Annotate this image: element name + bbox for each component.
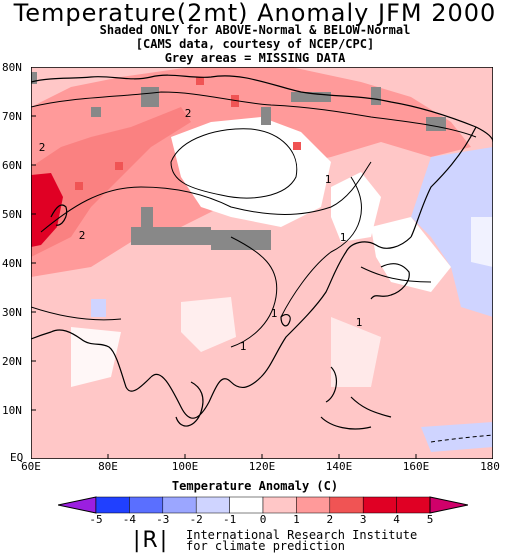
anomaly-map: 2 2 2 1 1 1 1 1 [31, 67, 493, 459]
lon-label: 180 [480, 460, 500, 473]
contour-label: 1 [340, 231, 347, 244]
colorbar [58, 496, 468, 514]
lon-label: 100E [171, 460, 199, 473]
contour-label: 2 [79, 229, 86, 242]
lon-label: 140E [325, 460, 353, 473]
colorbar-tick-label: -4 [122, 513, 137, 526]
contour-label-group: 2 2 2 1 1 1 1 1 [39, 107, 363, 353]
colorbar-tick-label: -3 [156, 513, 170, 526]
colorbar-arrow-low [58, 496, 97, 514]
colorbar-tick-label: -1 [222, 513, 237, 526]
map-title: Temperature(2mt) Anomaly JFM 2000 [13, 0, 497, 27]
lon-label: 80E [98, 460, 118, 473]
contour-label: 1 [325, 173, 332, 186]
institute-name: International Research Institute [186, 528, 418, 542]
colorbar-cell [329, 496, 364, 514]
colorbar-tick-label: -5 [89, 513, 103, 526]
axis-ticks [31, 67, 493, 459]
colorbar-cell [262, 496, 297, 514]
contour-label: 1 [271, 307, 278, 320]
colorbar-arrow-high [429, 496, 468, 514]
lat-label: 60N [2, 159, 22, 172]
colorbar-tick-label: -2 [189, 513, 203, 526]
lon-label: 60E [21, 460, 41, 473]
colorbar-cell [129, 496, 164, 514]
colorbar-cell [229, 496, 264, 514]
contour-label: 2 [185, 107, 192, 120]
lat-label: EQ [10, 451, 24, 464]
lat-label: 40N [2, 257, 22, 270]
contour-label: 1 [240, 340, 247, 353]
colorbar-cell [396, 496, 431, 514]
institute-tagline: for climate prediction [186, 539, 345, 553]
colorbar-cell [362, 496, 397, 514]
lat-label: 50N [2, 208, 22, 221]
colorbar-tick-label: 1 [293, 513, 300, 526]
contour-label: 1 [356, 316, 363, 329]
lat-label: 10N [2, 404, 22, 417]
coastlines [31, 74, 493, 430]
subtitle-line-2: [CAMS data, courtesy of NCEP/CPC] [135, 37, 375, 51]
iri-logo: |R| [133, 528, 170, 553]
contour-label: 2 [39, 141, 46, 154]
colorbar-tick-label: 4 [393, 513, 400, 526]
anomaly-shading [31, 67, 493, 452]
lat-label: 70N [2, 110, 22, 123]
colorbar-tick-label: 2 [326, 513, 334, 526]
colorbar-label: Temperature Anomaly (C) [171, 479, 339, 493]
colorbar-tick-label: 0 [259, 513, 267, 526]
lon-label: 160E [402, 460, 430, 473]
lat-label: 30N [2, 306, 22, 319]
lat-label: 20N [2, 355, 22, 368]
colorbar-cell [296, 496, 331, 514]
colorbar-cell [95, 496, 130, 514]
colorbar-tick-label: 3 [359, 513, 367, 526]
subtitle-line-1: Shaded ONLY for ABOVE-Normal & BELOW-Nor… [99, 23, 411, 37]
colorbar-cell [195, 496, 230, 514]
subtitle-line-3: Grey areas = MISSING DATA [164, 51, 346, 65]
colorbar-cell [162, 496, 197, 514]
contour-lines [31, 91, 493, 443]
lat-label: 80N [2, 61, 22, 74]
lon-label: 120E [248, 460, 276, 473]
colorbar-tick-label: 5 [426, 513, 434, 526]
